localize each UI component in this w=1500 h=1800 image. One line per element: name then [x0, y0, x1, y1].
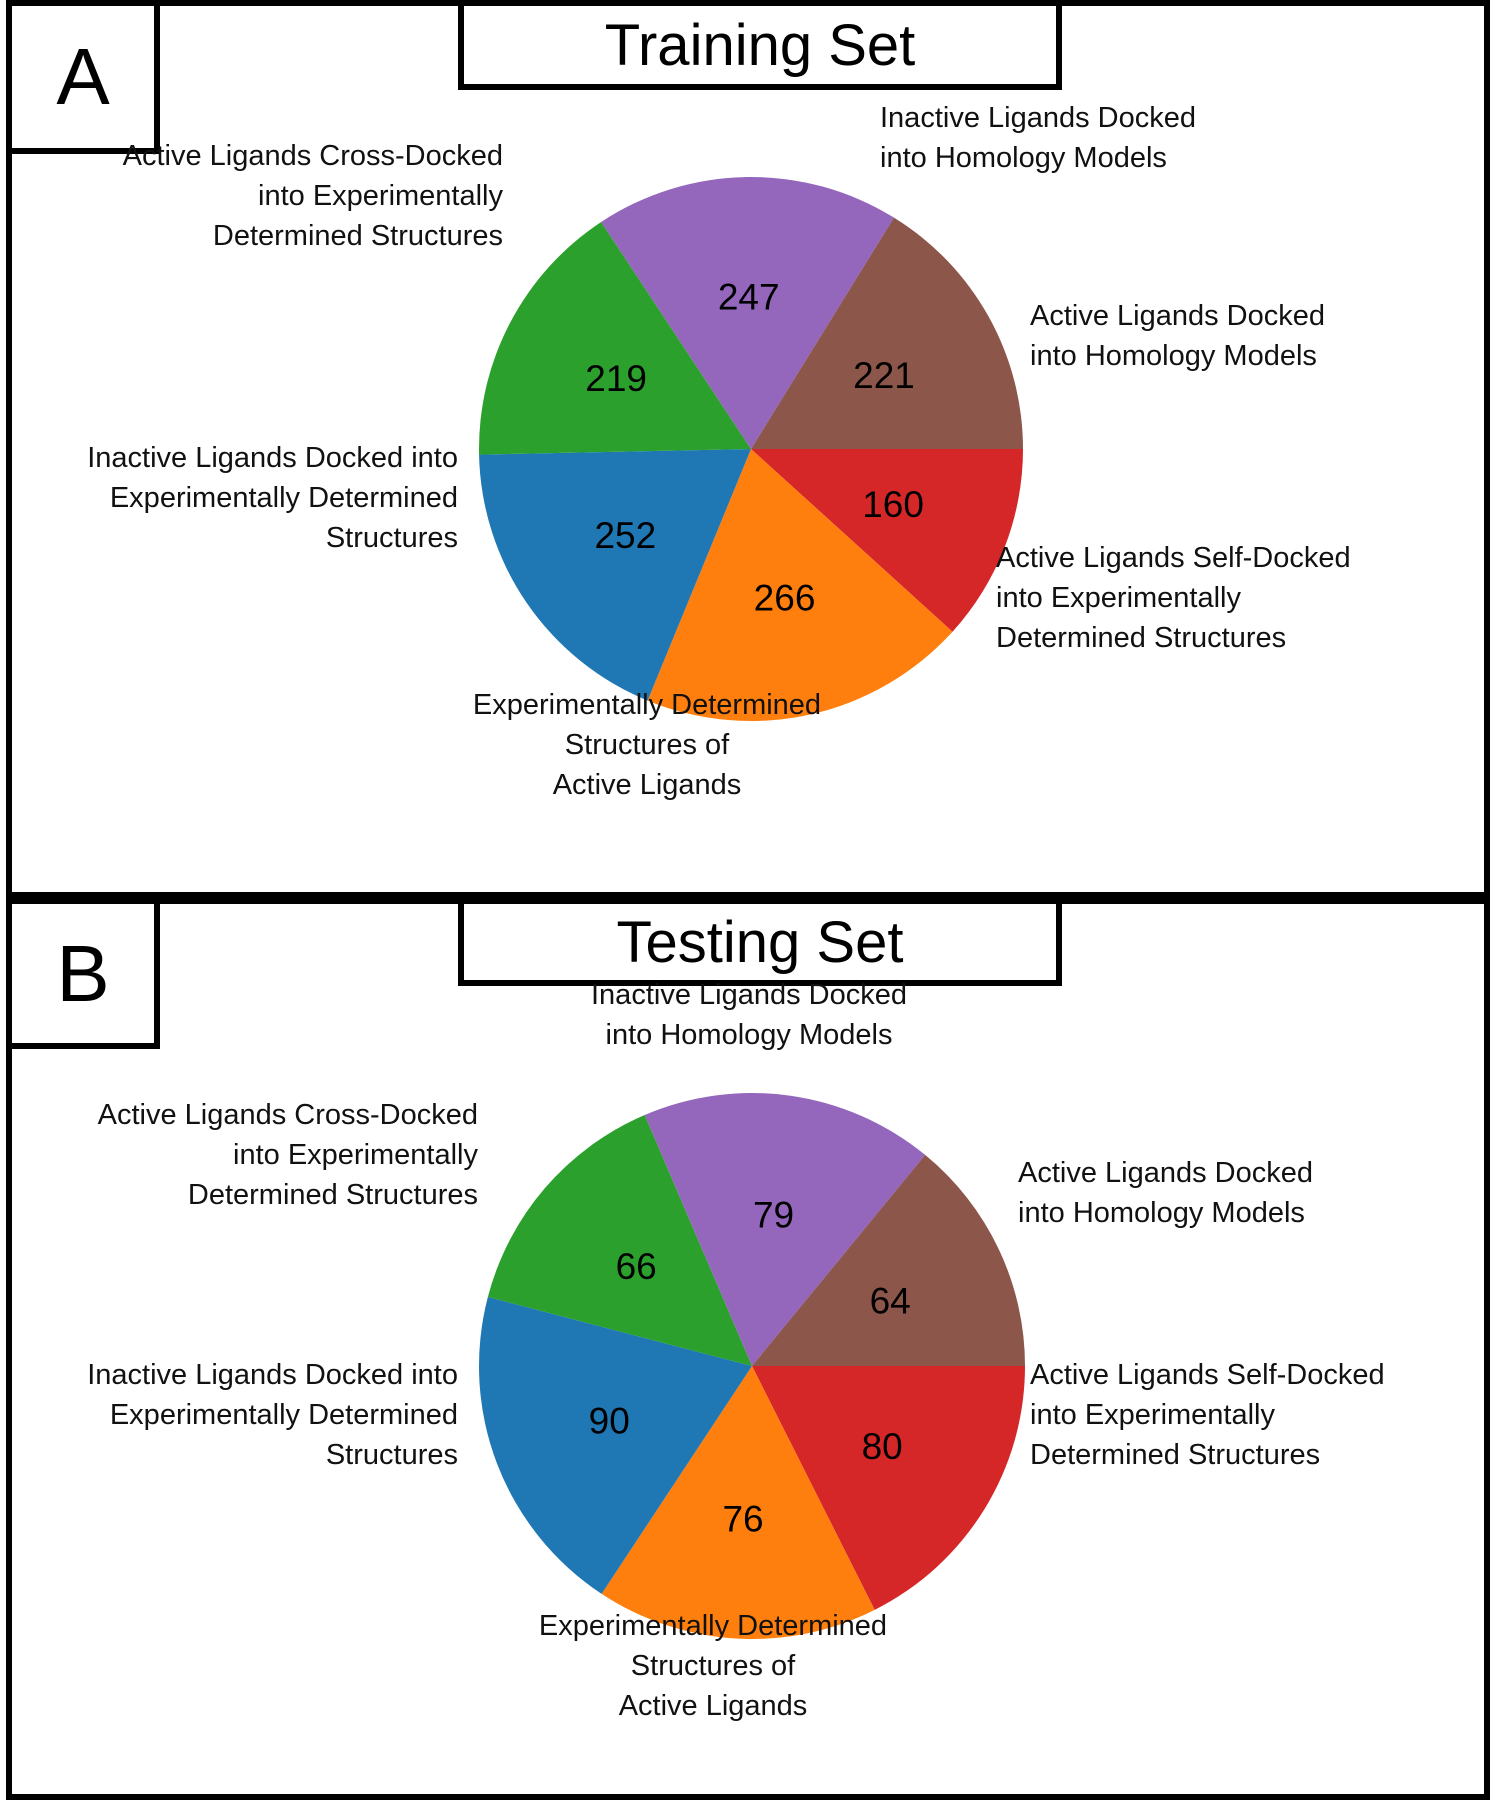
pie-a-value-label-0: 160 [862, 484, 924, 525]
pie-a-value-label-5: 221 [853, 355, 915, 396]
pie-a-slice-label-1: Active Ligands Self-Docked into Experimen… [996, 542, 1351, 654]
pie-b-slice-label-5: Inactive Ligands Docked into Homology Mod… [591, 979, 907, 1051]
pie-a-slice-label-5: Inactive Ligands Docked into Homology Mod… [880, 102, 1196, 174]
pie-b-slice-5 [752, 1154, 1025, 1366]
pie-a-value-label-3: 219 [585, 358, 647, 399]
pie-b-slice-label-1: Active Ligands Self-Docked into Experimen… [1030, 1359, 1385, 1471]
pie-b-value-label-5: 64 [870, 1281, 911, 1322]
pie-a-slice-1 [647, 449, 953, 721]
pie-b-slice-label-3: Inactive Ligands Docked into Experimental… [87, 1359, 458, 1471]
pie-b-slice-3 [487, 1114, 752, 1366]
pie-b-slice-0 [752, 1366, 1025, 1610]
pie-b-slice-label-4: Active Ligands Cross-Docked into Experime… [98, 1099, 479, 1211]
pie-a-value-label-2: 252 [594, 515, 656, 556]
pie-b-value-label-3: 66 [616, 1246, 657, 1287]
pie-b-slice-label-2: Experimentally Determined Structures of Ac… [539, 1610, 887, 1722]
pie-b-slice-label-0: Active Ligands Docked into Homology Model… [1018, 1157, 1313, 1229]
pie-a-slice-0 [751, 449, 1023, 632]
panel-letter-a: A [6, 0, 160, 154]
pie-a-slice-2 [479, 449, 751, 701]
pie-a-slice-label-4: Active Ligands Cross-Docked into Experime… [123, 140, 504, 252]
pie-b-slice-4 [644, 1093, 926, 1366]
panel-title-b: Testing Set [458, 898, 1062, 986]
panel-title-a: Training Set [458, 0, 1062, 90]
panel-a: A Training Set [6, 0, 1490, 898]
pie-a-slice-4 [601, 177, 894, 450]
pie-b-value-label-0: 80 [862, 1426, 903, 1467]
pie-b-value-label-2: 90 [589, 1401, 630, 1442]
pie-a-value-label-1: 266 [754, 578, 816, 619]
pie-a-slice-label-0: Active Ligands Docked into Homology Model… [1030, 300, 1325, 372]
pie-b-value-label-4: 79 [753, 1195, 794, 1236]
pie-b-slice-1 [601, 1366, 875, 1639]
pie-a-slice-label-3: Inactive Ligands Docked into Experimental… [87, 442, 458, 554]
panel-letter-b: B [6, 898, 160, 1049]
pie-b-value-label-1: 76 [722, 1499, 763, 1540]
pie-b-slice-2 [478, 1297, 752, 1594]
pie-a-slice-3 [479, 221, 751, 455]
pie-a-slice-label-2: Experimentally Determined Structures of Ac… [473, 689, 821, 801]
pie-a-slice-5 [751, 217, 1023, 449]
pie-a-value-label-4: 247 [718, 277, 780, 318]
